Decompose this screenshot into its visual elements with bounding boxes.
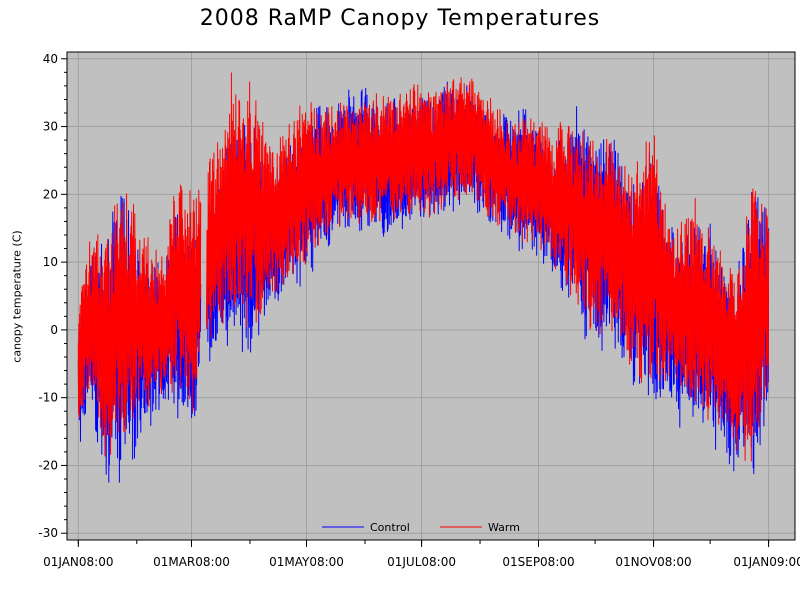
y-tick-label: 0 — [50, 323, 58, 337]
x-axis: 01JAN08:00 01MAR08:00 01MAY08:00 01JUL08:00… — [43, 51, 800, 569]
legend: Control Warm — [322, 521, 520, 534]
x-tick-label: 01JAN08:00 — [43, 555, 113, 569]
x-tick-label: 01NOV08:00 — [615, 555, 691, 569]
y-tick-label: 40 — [43, 52, 58, 66]
plot-border — [66, 51, 796, 541]
y-tick-label: 30 — [43, 120, 58, 134]
y-tick-label: -30 — [38, 526, 58, 540]
series-line-warm — [77, 72, 770, 462]
x-tick-label: 01MAR08:00 — [153, 555, 230, 569]
legend-label-warm: Warm — [488, 521, 520, 534]
x-tick-label: 01JAN09:00 — [733, 555, 800, 569]
y-axis: -30 -20 -10 0 10 20 30 40 — [38, 52, 67, 540]
legend-label-control: Control — [370, 521, 410, 534]
x-tick-label: 01JUL08:00 — [387, 555, 456, 569]
y-tick-label: -10 — [38, 391, 58, 405]
x-tick-label: 01SEP08:00 — [502, 555, 574, 569]
x-tick-label: 01MAY08:00 — [269, 555, 344, 569]
chart-title: 2008 RaMP Canopy Temperatures — [199, 6, 601, 31]
y-tick-label: 10 — [43, 255, 58, 269]
y-tick-label: -20 — [38, 458, 58, 472]
y-tick-label: 20 — [43, 187, 58, 201]
series-layer — [77, 72, 770, 483]
